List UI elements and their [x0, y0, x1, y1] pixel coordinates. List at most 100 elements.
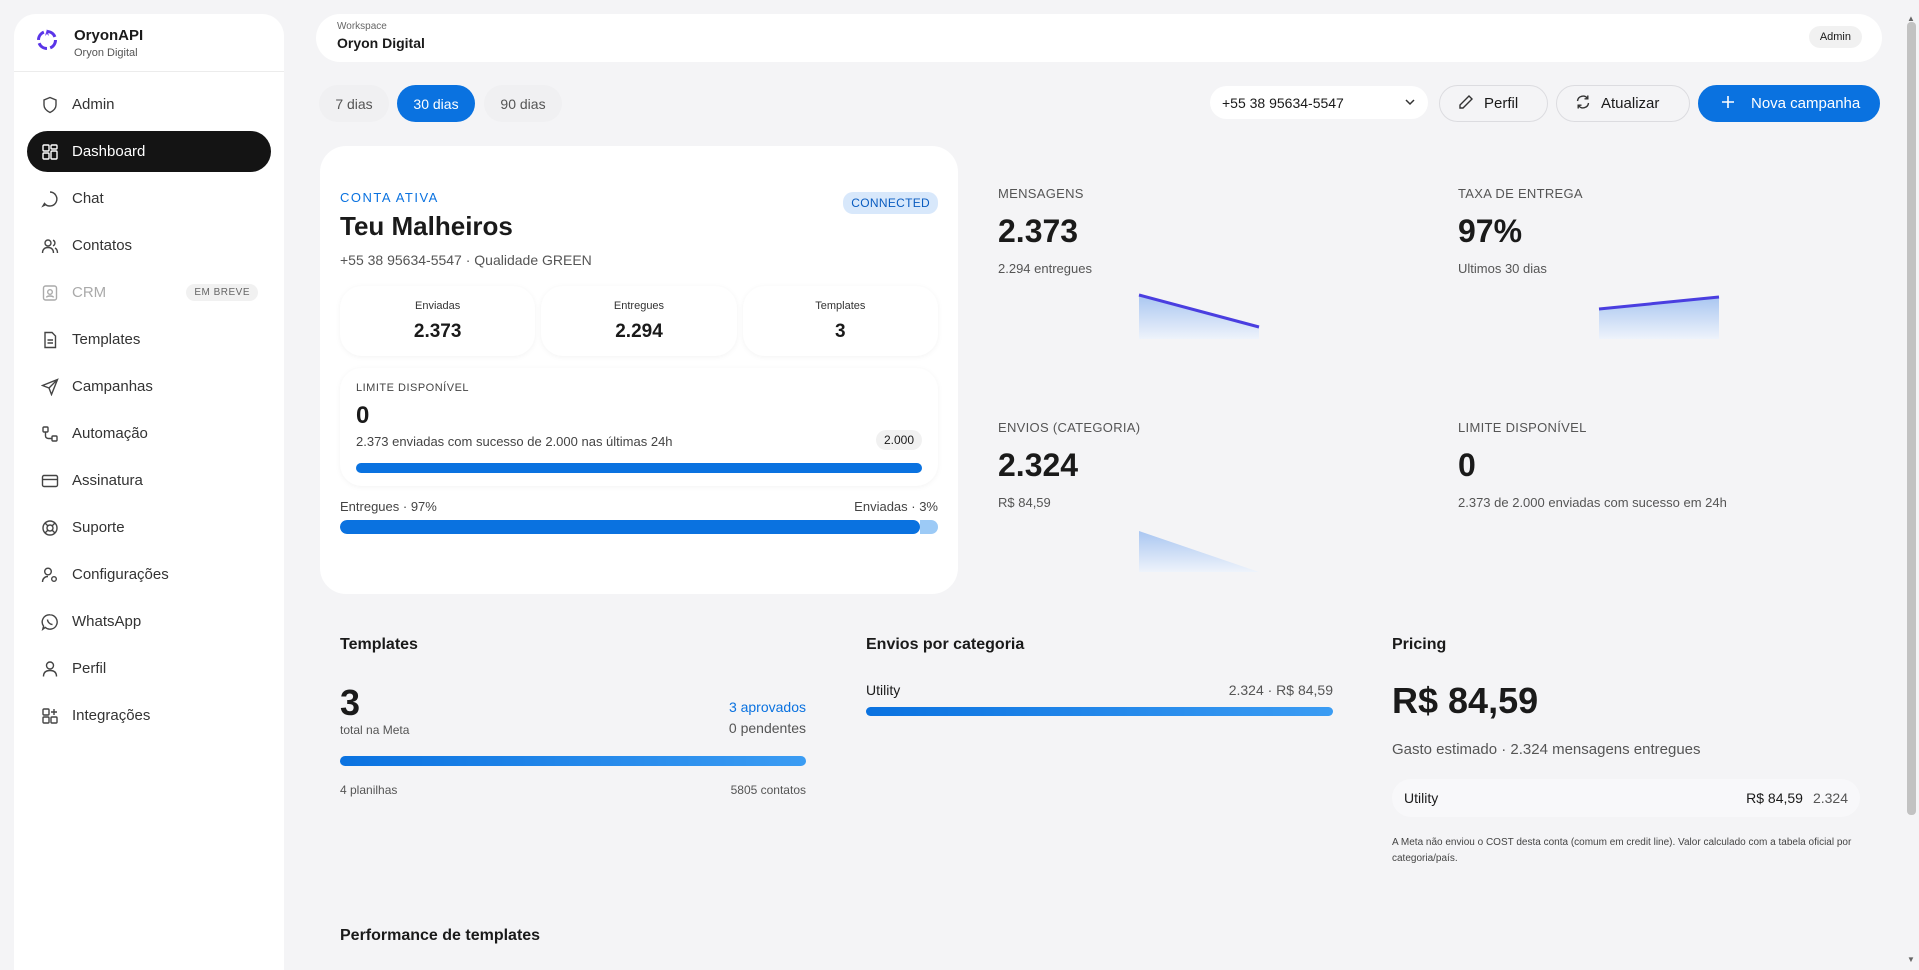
- sidebar-item-label: Campanhas: [72, 378, 153, 395]
- sidebar-item-label: Integrações: [72, 707, 151, 724]
- puzzle-icon: [40, 706, 60, 726]
- pricing-row-amount: R$ 84,59: [1746, 790, 1803, 806]
- sparkline-area: [1139, 531, 1259, 572]
- workspace-header: Workspace Oryon Digital Admin: [316, 14, 1882, 62]
- delivered-share-fill: [340, 520, 921, 534]
- templates-approved-link[interactable]: 3 aprovados: [728, 699, 806, 715]
- sidebar-item-label: Dashboard: [72, 143, 146, 160]
- sidebar-item-label: Contatos: [72, 237, 133, 254]
- scroll-down-arrow-icon[interactable]: ▼: [1907, 955, 1915, 964]
- templates-total-label: total na Meta: [340, 723, 410, 737]
- sidebar-item-label: CRM: [72, 284, 107, 301]
- stat-templates: Templates 3: [742, 286, 938, 356]
- sidebar-item-crm[interactable]: CRM EM BREVE: [27, 272, 271, 313]
- category-bar-fill: [866, 707, 1333, 716]
- users-icon: [40, 236, 60, 256]
- contact-card-icon: [40, 283, 60, 303]
- pricing-row-count: 2.324: [1812, 790, 1848, 806]
- performance-section-title: Performance de templates: [340, 927, 541, 944]
- scroll-up-arrow-icon[interactable]: ▲: [1907, 14, 1915, 23]
- account-kicker: CONTA ATIVA: [340, 190, 439, 205]
- new-campaign-button[interactable]: Nova campanha: [1698, 85, 1880, 122]
- sidebar-item-chat[interactable]: Chat: [27, 178, 271, 219]
- category-bar-track: [866, 707, 1333, 716]
- brand-org: Oryon Digital: [74, 46, 138, 59]
- sidebar-item-label: Configurações: [72, 566, 169, 583]
- sidebar-item-label: WhatsApp: [72, 613, 142, 630]
- sidebar-item-perfil[interactable]: Perfil: [27, 648, 271, 689]
- page-scrollbar[interactable]: ▲ ▼: [1907, 14, 1917, 964]
- sidebar-item-templates[interactable]: Templates: [27, 319, 271, 360]
- oryon-logo-icon: [34, 27, 60, 58]
- sidebar-item-suporte[interactable]: Suporte: [27, 507, 271, 548]
- delivery-sparkline: [1598, 295, 1720, 339]
- delivery-split-labels: Entregues · 97% Enviadas · 3%: [340, 499, 938, 514]
- sparkline-line: [1598, 295, 1720, 311]
- kpi-subtitle: 2.294 entregues: [998, 261, 1092, 276]
- profile-button[interactable]: Perfil: [1439, 85, 1548, 122]
- phone-number-select[interactable]: +55 38 95634-5547: [1210, 86, 1428, 119]
- user-icon: [40, 659, 60, 679]
- sidebar-item-label: Admin: [72, 96, 115, 113]
- templates-sheets: 4 planilhas: [340, 783, 398, 797]
- pricing-section-title: Pricing: [1392, 636, 1447, 653]
- whatsapp-icon: [40, 612, 60, 632]
- send-icon: [40, 377, 60, 397]
- new-campaign-label: Nova campanha: [1751, 95, 1861, 112]
- sidebar-item-whatsapp[interactable]: WhatsApp: [27, 601, 271, 642]
- refresh-button-label: Atualizar: [1601, 95, 1660, 112]
- templates-contacts: 5805 contatos: [730, 783, 806, 797]
- limit-value: 0: [356, 402, 370, 429]
- limit-cap-badge: 2.000: [875, 430, 922, 450]
- kpi-value: 2.324: [998, 447, 1079, 483]
- stat-value: 2.294: [615, 321, 663, 342]
- connection-status-badge: CONNECTED: [843, 192, 938, 214]
- pencil-icon: [1458, 94, 1474, 114]
- plus-icon: [1721, 95, 1735, 113]
- sparkline-line: [1138, 293, 1260, 329]
- sidebar-item-label: Perfil: [72, 660, 107, 677]
- sidebar-item-dashboard[interactable]: Dashboard: [27, 131, 271, 172]
- stat-sent: Enviadas 2.373: [340, 286, 536, 356]
- user-gear-icon: [40, 565, 60, 585]
- refresh-button[interactable]: Atualizar: [1556, 85, 1690, 122]
- kpi-value: 97%: [1458, 213, 1523, 249]
- sidebar-item-automacao[interactable]: Automação: [27, 413, 271, 454]
- sidebar-item-label: Templates: [72, 331, 141, 348]
- account-meta: +55 38 95634-5547 · Qualidade GREEN: [340, 252, 592, 268]
- active-account-card: CONTA ATIVA CONNECTED Teu Malheiros +55 …: [320, 146, 958, 594]
- sidebar-item-contatos[interactable]: Contatos: [27, 225, 271, 266]
- sent-share-label: Enviadas · 3%: [854, 499, 938, 514]
- kpi-label: LIMITE DISPONÍVEL: [1458, 420, 1587, 435]
- sidebar-item-integracoes[interactable]: Integrações: [27, 695, 271, 736]
- scrollbar-thumb[interactable]: [1907, 22, 1916, 815]
- category-row-value: 2.324 · R$ 84,59: [1228, 682, 1333, 698]
- sidebar-item-admin[interactable]: Admin: [27, 84, 271, 125]
- range-7-days[interactable]: 7 dias: [319, 85, 389, 122]
- category-sparkline: [1139, 531, 1259, 572]
- pricing-category-row: Utility R$ 84,59 2.324: [1392, 779, 1860, 817]
- kpi-available-limit: LIMITE DISPONÍVEL 0 2.373 de 2.000 envia…: [1458, 420, 1878, 510]
- kpi-category-sends: ENVIOS (CATEGORIA) 2.324 R$ 84,59: [998, 420, 1418, 510]
- sidebar-item-assinatura[interactable]: Assinatura: [27, 460, 271, 501]
- delivery-split-bar: [340, 520, 938, 534]
- sparkline-area: [1139, 295, 1259, 339]
- stat-delivered: Entregues 2.294: [541, 286, 737, 356]
- chevron-down-icon: [1404, 95, 1416, 111]
- brand-name: OryonAPI: [74, 26, 144, 44]
- sidebar-item-configuracoes[interactable]: Configurações: [27, 554, 271, 595]
- document-icon: [40, 330, 60, 350]
- credit-card-icon: [40, 471, 60, 491]
- sidebar-item-label: Assinatura: [72, 472, 143, 489]
- range-90-days[interactable]: 90 dias: [484, 85, 562, 122]
- role-badge: Admin: [1808, 26, 1862, 48]
- sidebar-item-campanhas[interactable]: Campanhas: [27, 366, 271, 407]
- coming-soon-badge: EM BREVE: [186, 284, 258, 301]
- stat-label: Entregues: [613, 300, 665, 312]
- brand[interactable]: OryonAPI Oryon Digital: [14, 14, 284, 72]
- pricing-amount: R$ 84,59: [1392, 680, 1539, 721]
- category-section-title: Envios por categoria: [866, 636, 1025, 653]
- kpi-label: TAXA DE ENTREGA: [1458, 186, 1583, 201]
- range-30-days[interactable]: 30 dias: [397, 85, 475, 122]
